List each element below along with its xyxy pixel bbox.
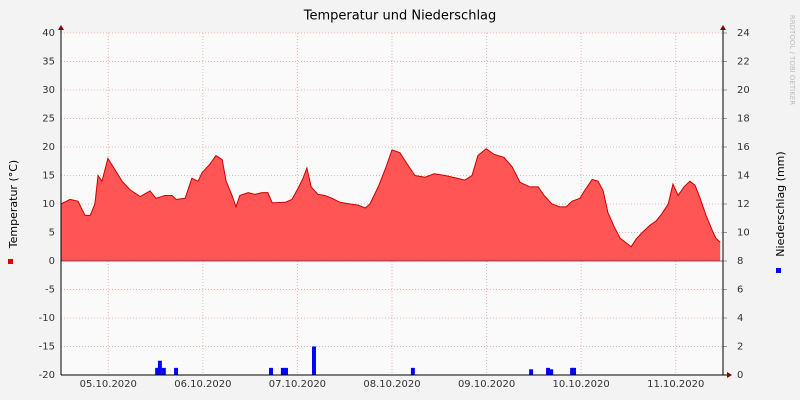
- y2-tick-label: 24: [737, 28, 750, 39]
- legend-swatch: [8, 259, 13, 264]
- precipitation-bar: [161, 367, 166, 375]
- arrow: [58, 25, 64, 30]
- y2-tick-label: 16: [737, 142, 750, 153]
- y-tick-label: 40: [42, 28, 55, 39]
- legend-swatch: [776, 268, 781, 273]
- temperature-line: [60, 148, 721, 248]
- x-tick-label: 06.10.2020: [174, 379, 231, 390]
- x-tick-label: 11.10.2020: [647, 379, 704, 390]
- y2-tick-label: 2: [737, 342, 743, 353]
- precipitation-bar: [280, 367, 285, 375]
- y-tick-label: 10: [42, 199, 55, 210]
- y2-tick-label: 8: [737, 256, 743, 267]
- temperature-area: [61, 148, 721, 261]
- precipitation-bar: [549, 369, 554, 375]
- x-tick-label: 05.10.2020: [80, 379, 137, 390]
- y2-tick-label: 0: [737, 370, 743, 381]
- y2-tick-label: 4: [737, 313, 743, 324]
- y2-tick-label: 12: [737, 199, 750, 210]
- chart-title: Temperatur und Niederschlag: [303, 9, 497, 24]
- precipitation-bar: [572, 367, 577, 375]
- y-tick-label: 0: [49, 256, 55, 267]
- x-tick-label: 10.10.2020: [553, 379, 610, 390]
- y-tick-label: 20: [42, 142, 55, 153]
- y-tick-label: 30: [42, 85, 55, 96]
- y-tick-label: 15: [42, 171, 55, 182]
- precipitation-bar: [155, 367, 160, 375]
- precipitation-bar: [157, 360, 162, 375]
- arrow: [727, 372, 732, 378]
- precipitation-bar: [269, 367, 273, 375]
- y2-axis-label: Niederschlag (mm): [774, 151, 787, 256]
- y-tick-label: 5: [49, 228, 55, 239]
- watermark: RRDTOOL / TOBI OETIKER: [788, 15, 796, 105]
- y2-tick-label: 14: [737, 171, 750, 182]
- precipitation-bar: [529, 369, 534, 375]
- precipitation-bar: [570, 367, 575, 375]
- y-tick-label: -10: [39, 313, 55, 324]
- y2-tick-label: 22: [737, 57, 750, 68]
- y2-tick-label: 10: [737, 228, 750, 239]
- precipitation-bar: [174, 367, 179, 375]
- y-axis-label: Temperatur (°C): [7, 160, 20, 249]
- y-tick-label: -20: [39, 370, 55, 381]
- y2-tick-label: 6: [737, 285, 743, 296]
- precipitation-bar: [284, 367, 288, 375]
- y-tick-label: -15: [39, 342, 55, 353]
- axes: -20-15-10-505101520253035400246810121416…: [8, 25, 781, 390]
- y2-tick-label: 20: [737, 85, 750, 96]
- y-tick-label: -5: [45, 285, 55, 296]
- marks: [60, 148, 721, 375]
- x-tick-label: 09.10.2020: [458, 379, 515, 390]
- y-tick-label: 35: [42, 57, 55, 68]
- x-tick-label: 08.10.2020: [363, 379, 420, 390]
- y-tick-label: 25: [42, 114, 55, 125]
- y2-tick-label: 18: [737, 114, 750, 125]
- precipitation-bar: [312, 346, 316, 375]
- precipitation-bar: [410, 367, 415, 375]
- x-tick-label: 07.10.2020: [269, 379, 326, 390]
- precipitation-bar: [546, 367, 551, 375]
- arrow: [720, 25, 726, 30]
